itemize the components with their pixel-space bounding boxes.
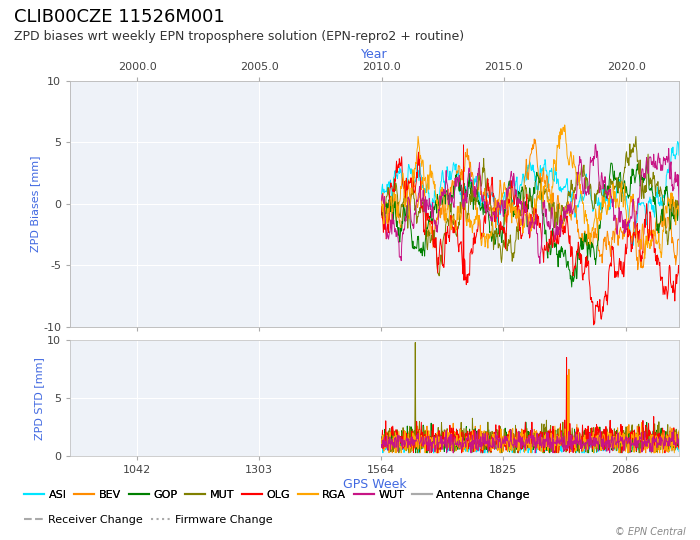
X-axis label: GPS Week: GPS Week [343,478,406,491]
Y-axis label: ZPD Biases [mm]: ZPD Biases [mm] [30,156,40,252]
Y-axis label: ZPD STD [mm]: ZPD STD [mm] [34,357,44,440]
Legend: ASI, BEV, GOP, MUT, OLG, RGA, WUT, Antenna Change: ASI, BEV, GOP, MUT, OLG, RGA, WUT, Anten… [20,486,534,505]
Text: ZPD biases wrt weekly EPN troposphere solution (EPN-repro2 + routine): ZPD biases wrt weekly EPN troposphere so… [14,30,464,43]
Legend: Receiver Change, Firmware Change: Receiver Change, Firmware Change [20,510,277,529]
X-axis label: Year: Year [361,48,388,61]
Text: CLIB00CZE 11526M001: CLIB00CZE 11526M001 [14,8,225,26]
Text: © EPN Central: © EPN Central [615,527,686,537]
